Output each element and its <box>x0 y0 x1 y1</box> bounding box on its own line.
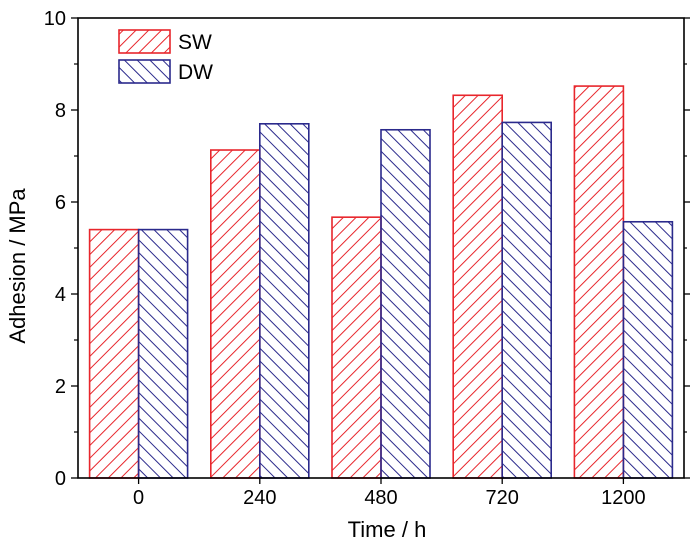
y-tick-label: 10 <box>44 8 66 30</box>
y-tick-label: 8 <box>55 100 66 122</box>
legend-swatch-dw <box>118 59 171 84</box>
y-tick-label: 6 <box>55 192 66 214</box>
bar-sw-1200 <box>573 85 625 479</box>
bar-dw-720 <box>501 121 553 479</box>
x-tick-label: 480 <box>364 487 397 509</box>
legend-label-sw: SW <box>178 31 212 54</box>
bar-dw-480 <box>380 128 431 479</box>
x-tick-label: 1200 <box>601 487 646 509</box>
bars-layer <box>88 85 674 479</box>
bar-dw-1200 <box>622 220 674 479</box>
bar-sw-0 <box>88 228 140 479</box>
bar-dw-0 <box>137 228 189 479</box>
plot-frame <box>77 17 685 479</box>
x-tick-label: 240 <box>243 487 276 509</box>
bar-sw-240 <box>210 149 261 479</box>
legend-swatch-sw <box>118 29 171 54</box>
x-tick-label: 0 <box>133 487 144 509</box>
bar-sw-480 <box>331 216 382 479</box>
x-tick-label: 720 <box>486 487 519 509</box>
labels-layer: Time / h Adhesion / MPa <box>5 188 426 542</box>
y-tick-label: 4 <box>55 284 66 306</box>
y-tick-label: 0 <box>55 468 66 490</box>
legend-label-dw: DW <box>178 61 213 84</box>
bar-dw-240 <box>258 123 310 479</box>
x-axis-title: Time / h <box>348 517 427 542</box>
y-tick-label: 2 <box>55 376 66 398</box>
axes-layer: 0 240 480 720 1200 0 2 4 6 8 10 <box>44 8 690 509</box>
legend: SW DW <box>118 29 213 84</box>
bar-sw-720 <box>452 94 504 479</box>
y-axis-title: Adhesion / MPa <box>5 188 30 344</box>
